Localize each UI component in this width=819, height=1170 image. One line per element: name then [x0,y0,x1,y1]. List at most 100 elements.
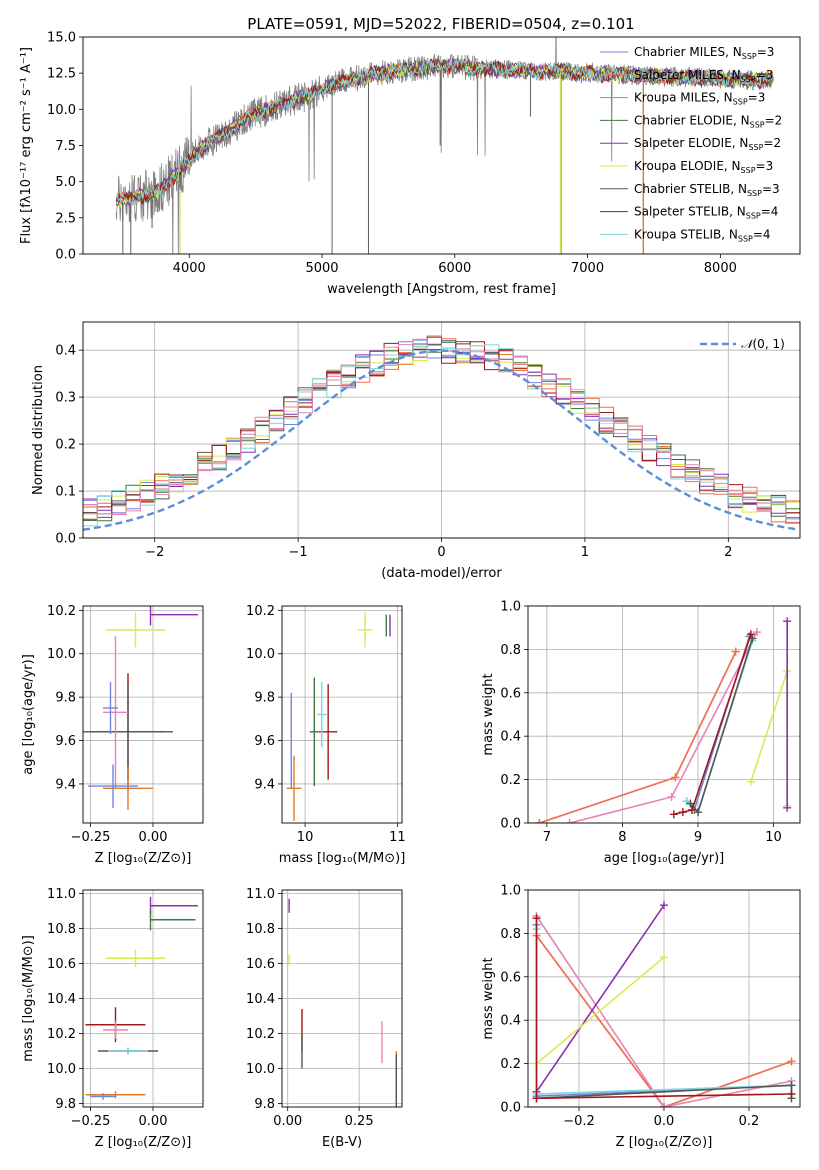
x-axis-label: Z [log₁₀(Z/Z⊙)] [95,851,192,866]
y-tick-label: 0.4 [500,730,521,745]
legend-name: Salpeter MILES, N [634,68,741,82]
x-axis-label: mass [log₁₀(M/M⊙)] [279,851,406,866]
x-tick-label: −2 [145,545,164,560]
y-tick-label: 10.0 [246,647,275,662]
model-line [115,56,774,207]
x-tick-label: 5000 [305,261,338,276]
weight-marker [565,819,574,823]
legend-prefix: 𝒩 [741,337,756,351]
weight-marker [532,1094,541,1103]
x-tick-label: 0.2 [739,1114,760,1129]
y-tick-label: 10.8 [47,922,76,937]
y-tick-label: 9.8 [254,1097,275,1112]
legend-name: Chabrier ELODIE, N [634,113,750,127]
plot-area [83,335,800,531]
errorbar-point [103,1021,128,1039]
y-tick-label: 0.2 [500,773,521,788]
weight-marker [535,819,544,823]
legend-entry: Salpeter STELIB, NSSP=4 [634,205,778,221]
y-tick-label: 0.0 [55,532,76,547]
y-tick-label: 11.0 [246,887,275,902]
legend-name: Chabrier STELIB, N [634,182,747,196]
errorbar-point [108,1047,148,1055]
legend-sub: SSP [738,234,753,243]
histogram-step [83,340,800,518]
legend-suffix: (0, 1) [753,337,785,351]
y-tick-label: 0.2 [500,1057,521,1072]
y-tick-label: 7.5 [55,139,76,154]
axes-frame [82,889,204,1108]
x-tick-label: −0.25 [71,830,111,845]
plot-area [288,898,397,1107]
y-tick-label: 2.5 [55,211,76,226]
y-tick-label: 0.8 [500,643,521,658]
weight-marker [731,647,740,656]
y-tick-label: 0.1 [55,485,76,500]
x-axis-label: Z [log₁₀(Z/Z⊙)] [616,1135,713,1150]
y-tick-label: 9.6 [254,734,275,749]
x-axis-label: E(B-V) [322,1135,362,1150]
errorbar-point [90,1093,116,1100]
legend-sub: SSP [748,143,763,152]
y-axis-label: Normed distribution [31,365,46,495]
weight-marker [671,773,680,782]
histogram-step [83,338,800,516]
y-tick-label: 10.0 [47,103,76,118]
x-tick-label: 9 [694,830,702,845]
y-tick-label: 15.0 [47,31,76,46]
legend-suffix: =3 [762,182,780,196]
legend-sub: SSP [750,120,765,129]
weight-line [539,651,737,823]
x-axis-label: age [log₁₀(age/yr)] [604,851,725,866]
y-tick-label: 9.6 [55,734,76,749]
weight-marker [667,792,676,801]
axes-frame [281,605,403,824]
y-tick-label: 0.3 [55,391,76,406]
weight-marker [660,901,668,910]
legend-suffix: =3 [757,45,775,59]
weight-line [535,956,665,1065]
grid [528,889,800,1108]
weight-line [673,633,752,816]
weight-line [535,904,665,1093]
errorbar-point [149,897,198,915]
weight-line [535,935,792,1107]
x-tick-label: 1 [581,545,589,560]
errorbar-point [103,766,153,810]
y-tick-label: 10.0 [47,1062,76,1077]
axes-frame [527,605,801,824]
weight-marker [678,808,687,817]
legend-sub: SSP [741,75,756,84]
legend-suffix: =3 [748,91,766,105]
legend-sub: SSP [746,212,761,221]
y-tick-label: 9.8 [254,691,275,706]
x-tick-label: 7 [543,830,551,845]
legend-entry: Salpeter ELODIE, NSSP=2 [634,136,781,152]
y-axis-label: Flux [fλ10⁻¹⁷ erg cm⁻² s⁻¹ A⁻¹] [19,47,34,244]
legend-name: Chabrier MILES, N [634,45,742,59]
x-tick-label: 7000 [571,261,604,276]
axes-spectrum: 4000 5000 6000 7000 8000 0.0 2.5 5.0 7.5 10.0 12.5… [19,31,801,297]
errorbar-point [309,677,319,787]
weight-marker [660,1103,668,1107]
errorbar-point [105,612,166,648]
weight-marker [787,1057,796,1066]
errorbar-point [88,764,138,808]
grid [83,890,203,1107]
legend-entry: Kroupa ELODIE, NSSP=3 [634,159,773,175]
y-tick-label: 9.4 [254,777,275,792]
weight-marker [687,805,696,814]
y-axis-label: mass weight [481,957,496,1039]
legend-name: Salpeter STELIB, N [634,205,746,219]
axes-frame [281,889,403,1108]
weight-marker [787,1081,796,1090]
errorbar-point [103,681,118,735]
y-tick-label: 10.4 [246,992,275,1007]
errorbar-point [105,949,166,967]
weight-marker [746,777,755,786]
weight-marker [752,628,761,637]
legend-suffix: =2 [763,136,781,150]
y-tick-label: 0.8 [500,927,521,942]
errorbar-point [149,606,198,626]
y-tick-label: 9.8 [55,1097,76,1112]
